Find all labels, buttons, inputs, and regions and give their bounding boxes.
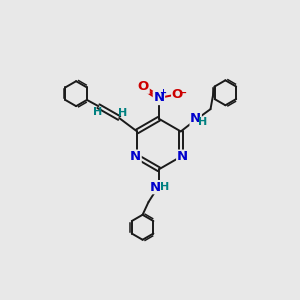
Text: O: O <box>138 80 149 93</box>
Text: N: N <box>130 150 141 163</box>
Text: −: − <box>179 88 188 98</box>
Text: N: N <box>150 181 161 194</box>
Text: H: H <box>198 117 207 127</box>
Text: O: O <box>172 88 183 101</box>
Text: H: H <box>118 108 128 118</box>
Text: H: H <box>93 106 102 116</box>
Text: N: N <box>177 150 188 163</box>
Text: +: + <box>159 88 166 97</box>
Text: N: N <box>190 112 201 125</box>
Text: N: N <box>153 92 164 104</box>
Text: H: H <box>160 182 170 192</box>
